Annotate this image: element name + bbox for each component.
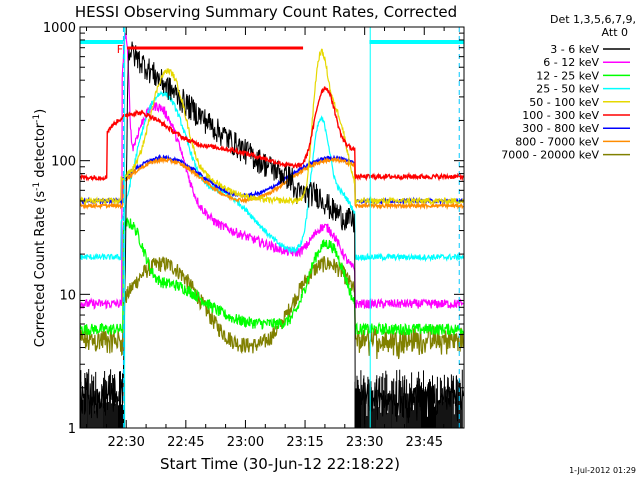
legend-header-detectors: Det 1,3,5,6,7,9, [550, 13, 636, 26]
y-axis-label: Corrected Count Rate (s-1 detector-1) [32, 109, 48, 347]
legend-label: 3 - 6 keV [550, 43, 599, 56]
x-axis-label: Start Time (30-Jun-12 22:18:22) [160, 455, 400, 473]
y-tick-label: 1 [68, 422, 76, 437]
x-tick-label: 22:45 [167, 435, 204, 450]
legend-label: 300 - 800 keV [522, 122, 599, 135]
series-line-800-7000kev [79, 156, 464, 211]
plot-area: F [79, 27, 464, 428]
x-tick-label: 23:00 [227, 435, 264, 450]
legend-label: 6 - 12 keV [543, 56, 599, 69]
timestamp: 1-Jul-2012 01:29 [569, 466, 636, 475]
x-tick-label: 22:30 [107, 435, 144, 450]
series-line-100-300kev [80, 86, 464, 182]
plot-frame [79, 26, 465, 429]
legend-label: 12 - 25 keV [536, 69, 599, 82]
y-axis-label-sup: -1 [32, 182, 42, 191]
legend-label: 25 - 50 keV [536, 83, 599, 96]
series-line-6-12kev [79, 32, 464, 310]
series-line-25-50kev [79, 90, 464, 263]
y-axis-label-part: detector [33, 122, 48, 182]
legend-label: 50 - 100 keV [529, 96, 599, 109]
y-axis-label-sup: -1 [32, 114, 42, 123]
legend-label: 100 - 300 keV [522, 109, 599, 122]
series-line-12-25kev [79, 216, 464, 337]
series-line-7000-20000kev [79, 256, 464, 360]
legend-label: 800 - 7000 keV [515, 135, 599, 148]
x-tick-label: 23:30 [346, 435, 383, 450]
x-tick-label: 23:45 [406, 435, 443, 450]
flare-flag-label: F [117, 43, 123, 56]
y-tick-label: 100 [51, 155, 76, 170]
chart-title: HESSI Observing Summary Count Rates, Cor… [75, 3, 457, 21]
x-tick-label: 23:15 [286, 435, 323, 450]
y-tick-label: 10 [59, 288, 76, 303]
legend-label: 7000 - 20000 keV [501, 149, 599, 162]
y-axis-label-part: ) [33, 109, 48, 114]
series-line-50-100kev [79, 48, 464, 206]
legend-header-attenuator: Att 0 [602, 26, 628, 39]
y-tick-label: 1000 [43, 21, 76, 36]
axes: 22:30 22:45 23:00 23:15 23:30 23:45 1 10 100 1000 [43, 21, 464, 450]
y-axis-label-part: Corrected Count Rate (s [33, 191, 48, 348]
